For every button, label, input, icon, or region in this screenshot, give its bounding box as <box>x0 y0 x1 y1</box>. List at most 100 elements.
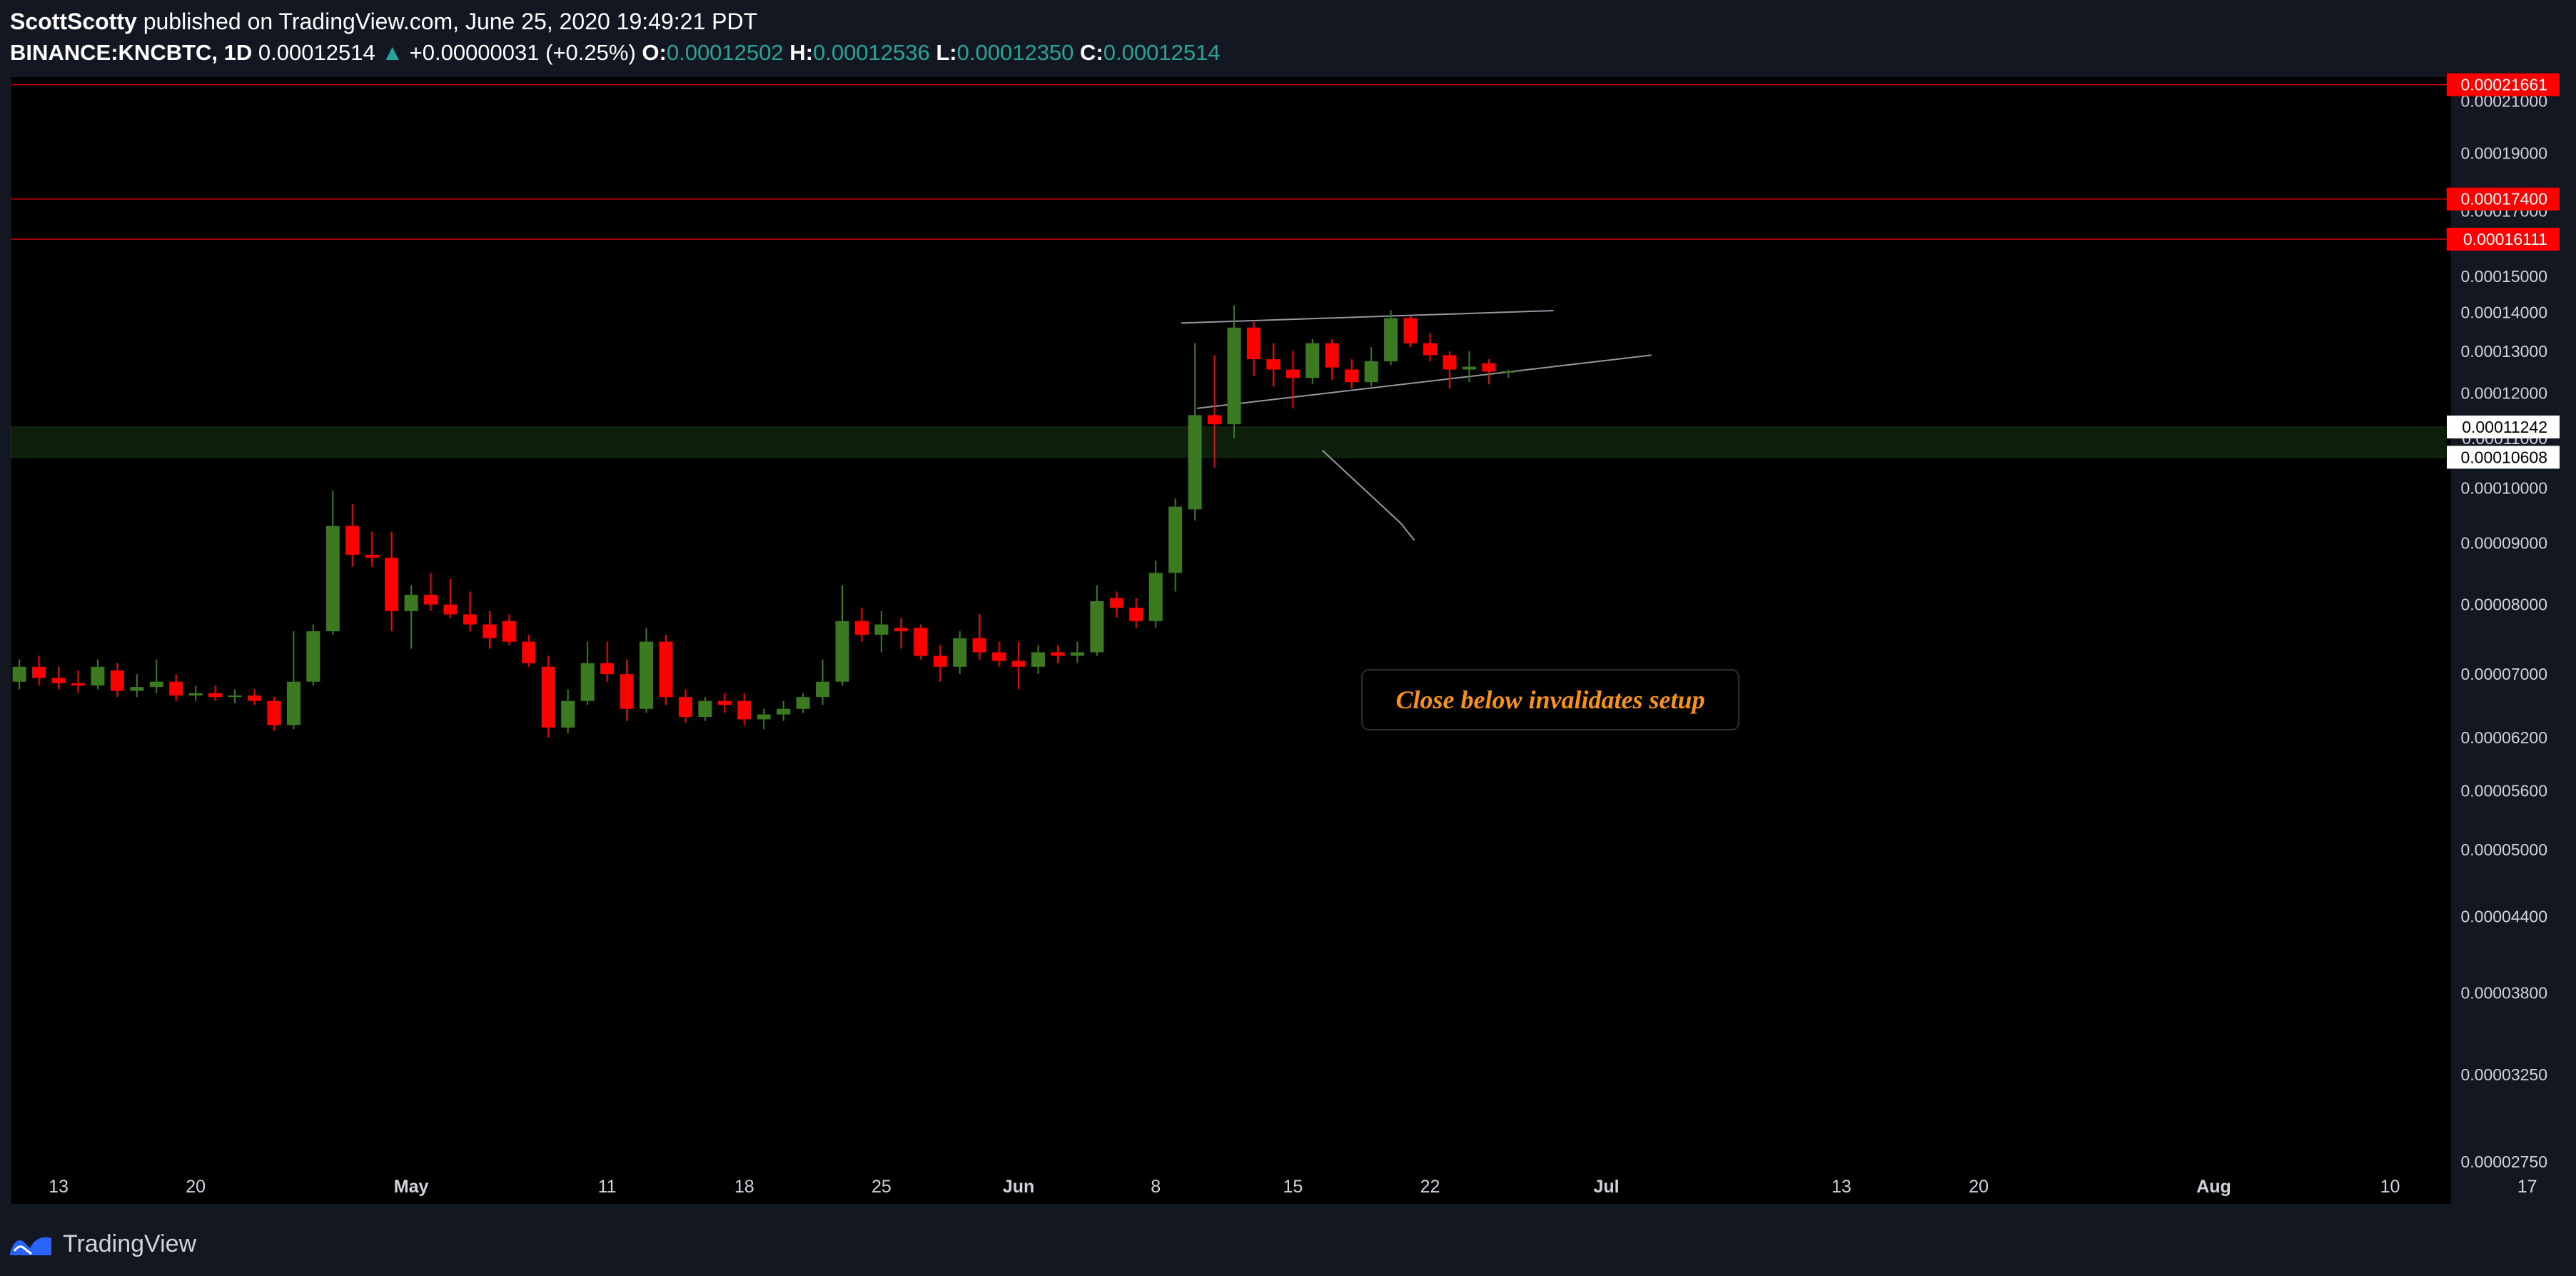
time-tick-label: 20 <box>1969 1177 1989 1197</box>
candle-body <box>404 595 418 611</box>
candle-down <box>1051 645 1065 663</box>
candle-body <box>169 681 183 696</box>
candle-body <box>12 666 26 682</box>
open-value: 0.00012502 <box>666 40 784 65</box>
time-tick-label: 13 <box>49 1177 69 1197</box>
candle-body <box>972 638 986 653</box>
candle-down <box>267 697 281 731</box>
candle-up <box>757 708 771 730</box>
author-name[interactable]: ScottScotty <box>10 9 137 34</box>
candle-down <box>1266 343 1281 387</box>
candle-body <box>659 641 673 698</box>
candle-down <box>894 618 908 649</box>
open-label: O: <box>642 40 667 65</box>
zone-price-tag-label: 0.00010608 <box>2460 448 2547 466</box>
candle-body <box>561 700 575 728</box>
candle-down <box>1286 351 1300 408</box>
candle-body <box>953 638 967 667</box>
candle-body <box>248 695 261 701</box>
candle-body <box>1129 608 1143 621</box>
price-scale-bg <box>2446 77 2450 1204</box>
time-tick-label: 22 <box>1420 1177 1440 1197</box>
high-value: 0.00012536 <box>812 40 930 65</box>
candle-body <box>678 697 692 717</box>
candle-up <box>1031 645 1045 675</box>
candle-down <box>110 663 124 698</box>
candle-body <box>51 678 66 683</box>
candle-down <box>1482 359 1496 385</box>
price-change: +0.00000031 (+0.25%) <box>409 40 636 65</box>
candle-down <box>678 689 692 723</box>
candle-body <box>1286 369 1300 378</box>
level-price-tag-label: 0.00021661 <box>2460 76 2547 94</box>
candle-down <box>32 655 46 686</box>
candle-down <box>1345 359 1359 389</box>
candle-up <box>1305 339 1320 385</box>
level-price-tag-label: 0.00017400 <box>2460 190 2547 209</box>
trendline <box>1400 523 1415 541</box>
candle-body <box>228 695 242 698</box>
chart-header: ScottScotty published on TradingView.com… <box>10 6 2437 69</box>
candle-down <box>51 666 66 690</box>
support-zone <box>11 426 2448 458</box>
price-tick-label: 0.00007000 <box>2460 665 2547 683</box>
close-label: C: <box>1080 40 1103 65</box>
candle-up <box>12 659 26 690</box>
level-price-tag-label: 0.00016111 <box>2463 230 2547 248</box>
price-tick-label: 0.00012000 <box>2460 383 2547 402</box>
candle-body <box>816 681 830 698</box>
publish-line: ScottScotty published on TradingView.com… <box>10 6 2437 37</box>
candle-up <box>91 659 105 690</box>
candle-body <box>32 666 46 678</box>
candle-body <box>345 526 360 555</box>
candle-down <box>463 591 477 632</box>
candle-body <box>1482 363 1496 372</box>
candle-body <box>110 670 124 691</box>
candle-down <box>248 689 261 705</box>
annotation-box[interactable] <box>1361 669 1739 730</box>
tradingview-logo-icon[interactable] <box>9 1230 53 1258</box>
candle-down <box>1011 641 1026 690</box>
candle-body <box>580 663 595 701</box>
candle-body <box>286 681 300 725</box>
candle-body <box>1266 359 1281 370</box>
footer-bar: TradingView <box>9 1222 196 1265</box>
candle-body <box>365 554 379 558</box>
candle-up <box>561 689 575 734</box>
candle-body <box>1070 652 1084 656</box>
candle-body <box>854 621 869 635</box>
candle-body <box>620 674 634 709</box>
price-tick-label: 0.00005600 <box>2460 781 2547 800</box>
candlestick-chart[interactable]: Close below invalidates setup 0.00021000… <box>11 73 2560 1204</box>
price-tick-label: 0.00015000 <box>2460 267 2547 286</box>
candle-body <box>267 700 281 725</box>
candle-body <box>640 641 653 709</box>
time-tick-label: Jun <box>1003 1177 1034 1197</box>
candle-up <box>1090 585 1104 656</box>
candle-up <box>1501 370 1515 378</box>
time-tick-label: Jul <box>1593 1177 1619 1197</box>
candle-body <box>325 526 340 632</box>
chart-pane[interactable]: Close below invalidates setup 0.00021000… <box>11 73 2560 1204</box>
candle-up <box>1462 351 1476 383</box>
candle-up <box>874 611 889 653</box>
candle-up <box>286 631 300 730</box>
candle-up <box>816 659 830 705</box>
candle-up <box>1148 561 1163 628</box>
annotation-text: Close below invalidates setup <box>1395 685 1704 714</box>
time-tick-label: Aug <box>2196 1177 2231 1197</box>
candle-up <box>325 491 340 635</box>
candle-body <box>1246 327 1261 360</box>
candle-up <box>835 585 849 686</box>
symbol-label[interactable]: BINANCE:KNCBTC, 1D <box>10 40 253 65</box>
candle-up <box>796 693 810 713</box>
price-tick-label: 0.00002750 <box>2460 1152 2547 1171</box>
price-tick-label: 0.00006200 <box>2460 728 2547 747</box>
candle-body <box>1462 366 1476 370</box>
brand-name[interactable]: TradingView <box>63 1230 197 1257</box>
time-tick-label: 8 <box>1151 1177 1161 1197</box>
candle-down <box>914 624 928 660</box>
candle-body <box>777 708 791 715</box>
price-tick-label: 0.00003800 <box>2460 984 2547 1003</box>
candle-down <box>1109 591 1123 618</box>
